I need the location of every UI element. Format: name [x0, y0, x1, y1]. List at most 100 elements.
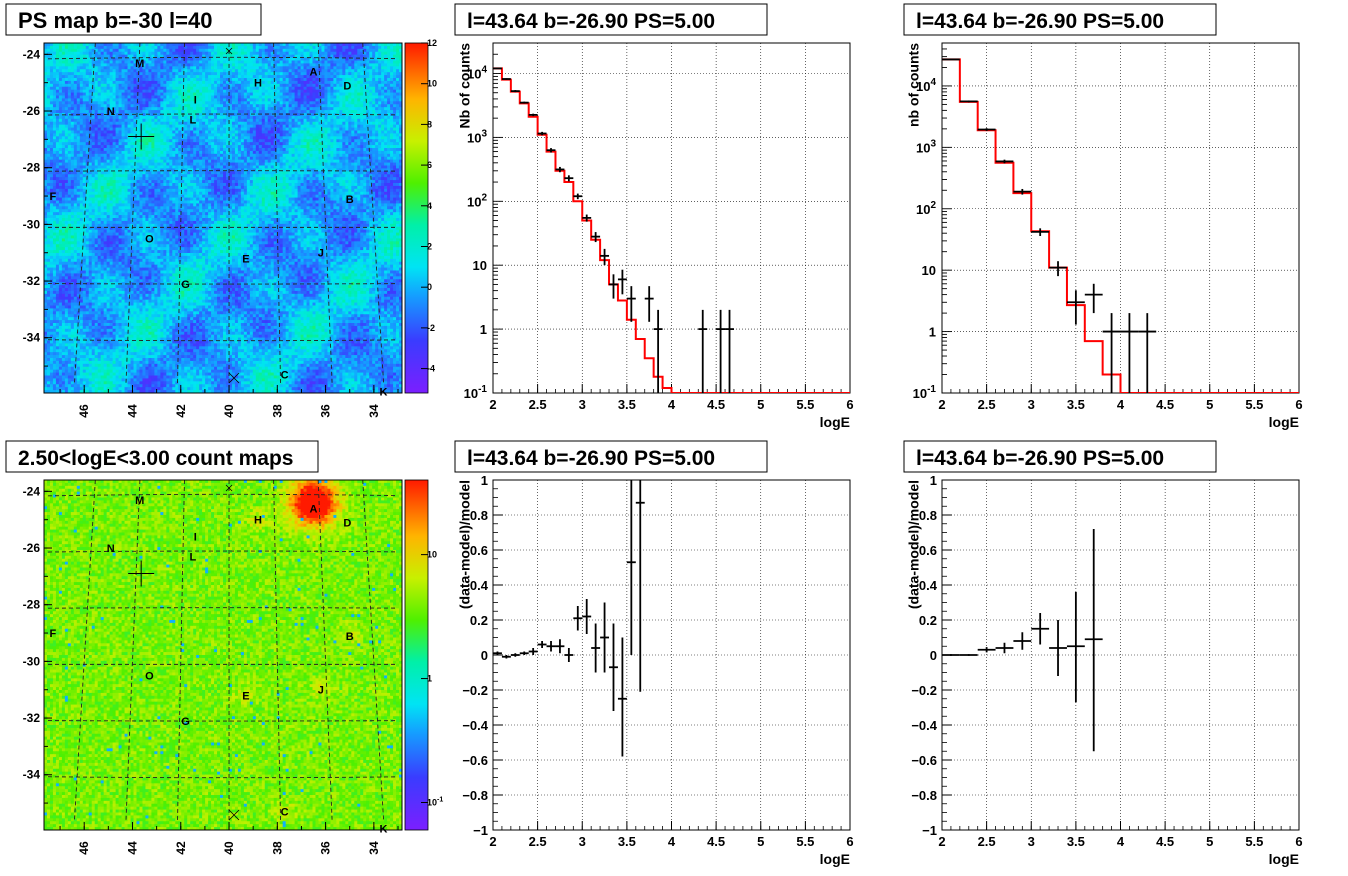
- heatmap-cell: [307, 49, 310, 52]
- heatmap-cell: [333, 75, 336, 78]
- heatmap-cell: [304, 46, 307, 49]
- heatmap-cell: [74, 69, 77, 72]
- heatmap-cell: [369, 81, 372, 84]
- heatmap-cell: [178, 66, 181, 69]
- heatmap-cell: [110, 72, 113, 75]
- heatmap-cell: [313, 84, 316, 87]
- heatmap-cell: [265, 101, 268, 104]
- heatmap-cell: [169, 87, 172, 90]
- heatmap-cell: [217, 93, 220, 96]
- heatmap-cell: [184, 78, 187, 81]
- heatmap-cell: [360, 87, 363, 90]
- heatmap-cell: [393, 81, 396, 84]
- heatmap-cell: [330, 90, 333, 93]
- heatmap-cell: [247, 72, 250, 75]
- heatmap-cell: [80, 101, 83, 104]
- heatmap-cell: [232, 87, 235, 90]
- heatmap-cell: [393, 69, 396, 72]
- heatmap-cell: [336, 46, 339, 49]
- heatmap-cell: [56, 90, 59, 93]
- heatmap-cell: [280, 49, 283, 52]
- heatmap-cell: [283, 81, 286, 84]
- heatmap-cell: [95, 87, 98, 90]
- heatmap-cell: [59, 55, 62, 58]
- heatmap-cell: [321, 81, 324, 84]
- heatmap-cell: [95, 93, 98, 96]
- heatmap-cell: [232, 90, 235, 93]
- heatmap-cell: [220, 75, 223, 78]
- heatmap-cell: [298, 58, 301, 61]
- heatmap-cell: [71, 93, 74, 96]
- heatmap-cell: [241, 61, 244, 64]
- heatmap-cell: [116, 52, 119, 55]
- heatmap-cell: [80, 52, 83, 55]
- heatmap-cell: [157, 104, 160, 107]
- heatmap-cell: [116, 72, 119, 75]
- heatmap-cell: [86, 98, 89, 101]
- heatmap-cell: [172, 98, 175, 101]
- heatmap-cell: [304, 49, 307, 52]
- heatmap-cell: [238, 90, 241, 93]
- heatmap-cell: [113, 63, 116, 66]
- heatmap-cell: [250, 81, 253, 84]
- heatmap-cell: [134, 98, 137, 101]
- heatmap-cell: [393, 93, 396, 96]
- heatmap-cell: [178, 93, 181, 96]
- heatmap-cell: [235, 98, 238, 101]
- heatmap-cell: [187, 49, 190, 52]
- heatmap-cell: [199, 61, 202, 64]
- heatmap-cell: [95, 81, 98, 84]
- heatmap-cell: [169, 98, 172, 101]
- heatmap-cell: [128, 84, 131, 87]
- heatmap-cell: [339, 90, 342, 93]
- heatmap-cell: [241, 69, 244, 72]
- heatmap-cell: [50, 101, 53, 104]
- heatmap-cell: [208, 49, 211, 52]
- heatmap-cell: [277, 46, 280, 49]
- heatmap-cell: [56, 75, 59, 78]
- heatmap-cell: [77, 78, 80, 81]
- heatmap-cell: [232, 58, 235, 61]
- heatmap-cell: [68, 98, 71, 101]
- heatmap-cell: [259, 69, 262, 72]
- heatmap-cell: [223, 61, 226, 64]
- heatmap-cell: [250, 72, 253, 75]
- heatmap-cell: [277, 84, 280, 87]
- heatmap-cell: [292, 78, 295, 81]
- heatmap-cell: [241, 52, 244, 55]
- heatmap-cell: [89, 81, 92, 84]
- heatmap-cell: [384, 72, 387, 75]
- heatmap-cell: [295, 75, 298, 78]
- heatmap-cell: [139, 87, 142, 90]
- heatmap-cell: [259, 90, 262, 93]
- heatmap-cell: [360, 66, 363, 69]
- heatmap-cell: [95, 90, 98, 93]
- heatmap-cell: [301, 93, 304, 96]
- heatmap-cell: [232, 52, 235, 55]
- heatmap-cell: [50, 81, 53, 84]
- heatmap-cell: [205, 58, 208, 61]
- heatmap-cell: [211, 69, 214, 72]
- heatmap-cell: [289, 49, 292, 52]
- heatmap-cell: [310, 87, 313, 90]
- heatmap-cell: [214, 81, 217, 84]
- heatmap-cell: [250, 96, 253, 99]
- heatmap-cell: [211, 81, 214, 84]
- heatmap-cell: [253, 66, 256, 69]
- heatmap-cell: [238, 75, 241, 78]
- heatmap-cell: [98, 98, 101, 101]
- heatmap-cell: [157, 49, 160, 52]
- heatmap-cell: [330, 101, 333, 104]
- heatmap-cell: [339, 75, 342, 78]
- heatmap-cell: [187, 75, 190, 78]
- heatmap-cell: [71, 55, 74, 58]
- heatmap-cell: [151, 84, 154, 87]
- heatmap-cell: [351, 66, 354, 69]
- heatmap-cell: [47, 72, 50, 75]
- heatmap-cell: [360, 101, 363, 104]
- heatmap-cell: [139, 72, 142, 75]
- heatmap-cell: [378, 69, 381, 72]
- heatmap-cell: [265, 84, 268, 87]
- heatmap-cell: [166, 93, 169, 96]
- heatmap-cell: [163, 90, 166, 93]
